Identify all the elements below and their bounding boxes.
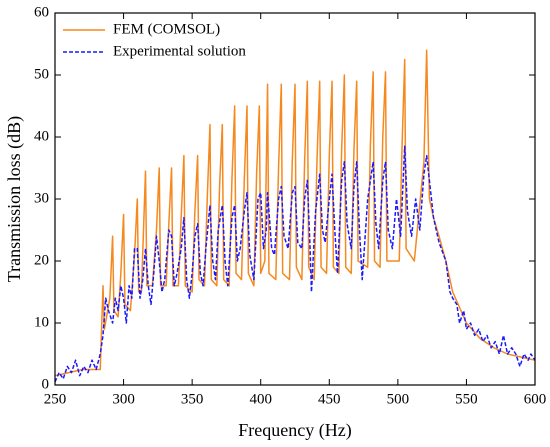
y-tick-label: 10 bbox=[34, 314, 49, 330]
x-tick-label: 350 bbox=[181, 391, 204, 407]
x-tick-label: 550 bbox=[455, 391, 478, 407]
legend-label: FEM (COMSOL) bbox=[113, 21, 220, 37]
plot-frame bbox=[54, 12, 536, 386]
x-tick-label: 450 bbox=[318, 391, 341, 407]
x-axis-label: Frequency (Hz) bbox=[238, 420, 351, 441]
y-axis-label: Transmission loss (dB) bbox=[4, 116, 25, 282]
y-tick-label: 40 bbox=[34, 128, 49, 144]
data-line bbox=[54, 49, 536, 377]
data-line bbox=[54, 145, 536, 383]
x-tick-label: 400 bbox=[249, 391, 272, 407]
y-tick-label: 60 bbox=[34, 4, 49, 20]
y-tick-label: 20 bbox=[34, 252, 49, 268]
x-tick-label: 250 bbox=[44, 391, 67, 407]
x-tick-label: 500 bbox=[387, 391, 410, 407]
y-tick-label: 50 bbox=[34, 66, 49, 82]
x-tick-label: 600 bbox=[524, 391, 547, 407]
y-tick-label: 30 bbox=[34, 190, 49, 206]
x-tick-label: 300 bbox=[112, 391, 135, 407]
legend-label: Experimental solution bbox=[113, 43, 246, 59]
y-tick-label: 0 bbox=[42, 376, 50, 392]
